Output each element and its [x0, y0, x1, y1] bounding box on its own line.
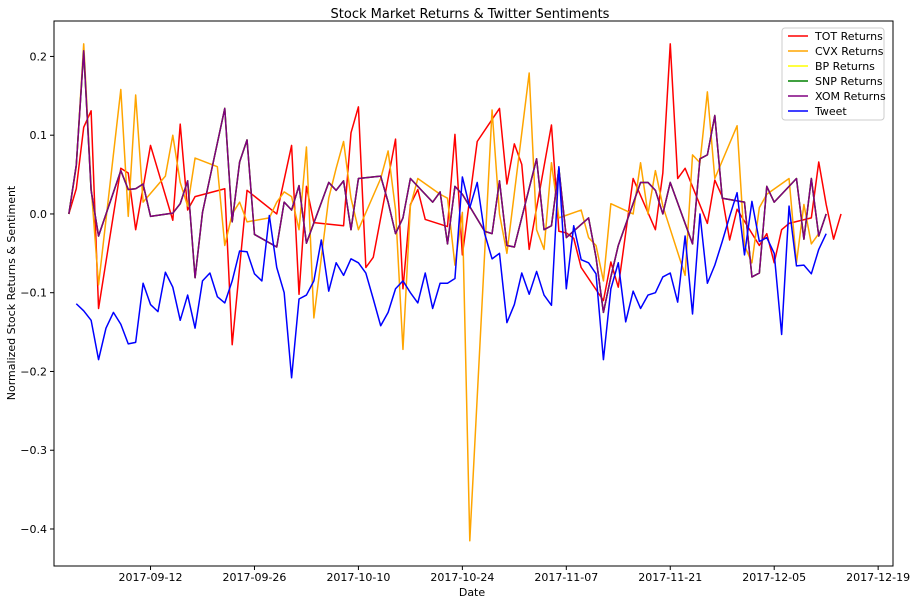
legend-label: CVX Returns	[815, 45, 884, 58]
plot-area	[54, 21, 893, 566]
plot-frame	[53, 20, 894, 567]
legend-label: TOT Returns	[814, 30, 883, 43]
y-tick-label: −0.1	[20, 287, 47, 300]
x-tick-label: 2017-11-21	[638, 571, 702, 584]
y-tick-label: −0.2	[20, 365, 47, 378]
x-tick-label: 2017-11-07	[534, 571, 598, 584]
x-tick-label: 2017-09-26	[223, 571, 287, 584]
series-layer	[68, 43, 842, 542]
series-line-tot-returns	[68, 43, 842, 346]
y-axis-label: Normalized Stock Returns & Sentiment	[5, 185, 18, 400]
x-tick-label: 2017-10-10	[326, 571, 390, 584]
y-tick-label: 0.2	[30, 50, 48, 63]
series-line-tweet	[75, 165, 827, 379]
legend: TOT Returns CVX Returns BP Returns SNP Retu…	[781, 27, 886, 121]
y-tick-label: −0.4	[20, 523, 47, 536]
legend-label: Tweet	[814, 105, 847, 118]
y-tick-label: 0.0	[30, 208, 48, 221]
x-axis: 2017-09-12 2017-09-26 2017-10-10 2017-10-24…	[119, 566, 910, 584]
x-tick-label: 2017-09-12	[119, 571, 183, 584]
legend-label: SNP Returns	[815, 75, 883, 88]
y-axis: 0.2 0.1 0.0 −0.1 −0.2 −0.3 −0.4	[20, 50, 54, 536]
legend-label: XOM Returns	[815, 90, 886, 103]
y-tick-label: 0.1	[30, 129, 48, 142]
legend-label: BP Returns	[815, 60, 875, 73]
x-tick-label: 2017-12-19	[846, 571, 910, 584]
y-tick-label: −0.3	[20, 444, 47, 457]
x-tick-label: 2017-12-05	[742, 571, 806, 584]
chart-title: Stock Market Returns & Twitter Sentiment…	[331, 7, 610, 22]
x-tick-label: 2017-10-24	[430, 571, 494, 584]
x-axis-label: Date	[459, 586, 486, 599]
series-line-xom-returns	[68, 50, 827, 314]
